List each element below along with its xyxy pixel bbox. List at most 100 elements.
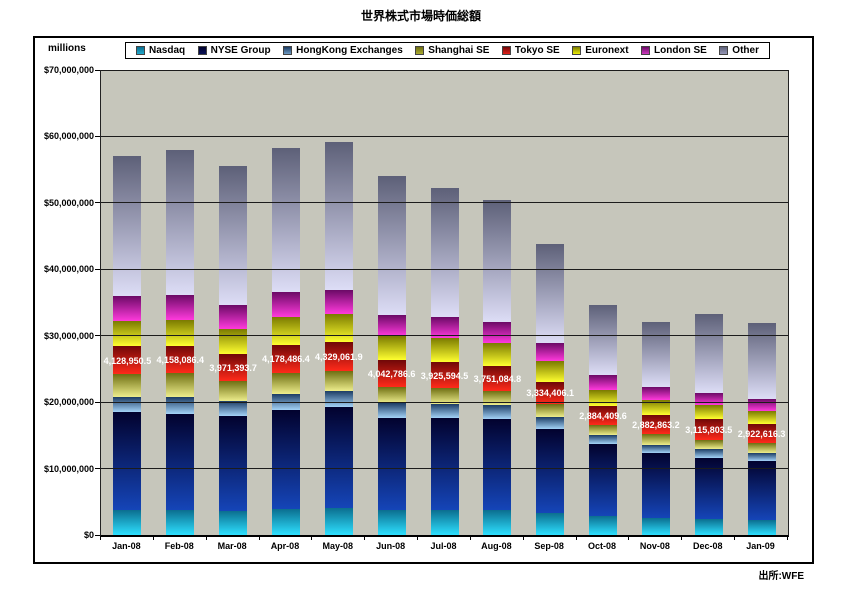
bar-segment-hongkong-exchanges xyxy=(747,453,776,462)
bar-segment-nasdaq xyxy=(271,509,300,535)
x-axis-tick-label: Jan-08 xyxy=(112,541,141,551)
y-axis-tick xyxy=(95,69,100,71)
bar-segment-nyse-group xyxy=(589,443,618,516)
legend-swatch-icon xyxy=(641,46,651,55)
x-axis-tick xyxy=(469,536,471,540)
x-axis-tick xyxy=(258,536,260,540)
legend-item-euronext: Euronext xyxy=(572,45,629,56)
bar-segment-nyse-group xyxy=(747,461,776,521)
bar-segment-nyse-group xyxy=(166,413,195,511)
bar-segment-nasdaq xyxy=(641,518,670,535)
bar-segment-shanghai-se xyxy=(113,373,142,397)
legend-label: Shanghai SE xyxy=(428,45,490,56)
legend-swatch-icon xyxy=(283,46,293,55)
x-axis-tick xyxy=(681,536,683,540)
bar-segment-tokyo-se xyxy=(166,345,195,374)
legend-swatch-icon xyxy=(136,46,145,55)
bar-segment-shanghai-se xyxy=(483,391,512,406)
bar-segment-other xyxy=(694,313,723,393)
legend-item-shanghai-se: Shanghai SE xyxy=(415,45,489,56)
gridline xyxy=(101,268,788,270)
x-axis-tick xyxy=(152,536,154,540)
bar-segment-other xyxy=(166,150,195,295)
bar-segment-euronext xyxy=(377,336,406,361)
bar-segment-other xyxy=(113,156,142,296)
bar-segment-nasdaq xyxy=(589,515,618,535)
bar-segment-nasdaq xyxy=(536,512,565,535)
legend-item-other: Other xyxy=(719,45,759,56)
bar-segment-euronext xyxy=(747,411,776,424)
bar-segment-nyse-group xyxy=(324,407,353,509)
y-axis-tick xyxy=(95,534,100,536)
bar-segment-euronext xyxy=(589,389,618,407)
bar-value-label: 3,115,803.5 xyxy=(685,424,733,435)
x-axis-tick-label: May-08 xyxy=(322,541,354,551)
y-axis-tick-label: $10,000,000 xyxy=(43,463,94,474)
bar-segment-euronext xyxy=(694,404,723,419)
bar-segment-euronext xyxy=(483,342,512,367)
bar-segment-hongkong-exchanges xyxy=(324,391,353,408)
legend-item-hongkong-exchanges: HongKong Exchanges xyxy=(283,45,403,56)
bar-value-label: 3,925,594.5 xyxy=(420,370,469,381)
bar-segment-tokyo-se xyxy=(747,423,776,444)
y-axis-tick xyxy=(95,268,100,270)
bar-segment-london-se xyxy=(324,289,353,315)
bar-value-label: 2,882,863.2 xyxy=(632,420,680,431)
bar-segment-shanghai-se xyxy=(324,371,353,392)
bar-segment-euronext xyxy=(219,328,248,355)
y-axis-unit-label: millions xyxy=(48,43,86,54)
bar-segment-nasdaq xyxy=(483,509,512,535)
bar-segment-tokyo-se xyxy=(430,362,459,389)
bar-segment-london-se xyxy=(271,292,300,318)
gridline xyxy=(101,69,788,71)
legend-item-london-se: London SE xyxy=(641,45,707,56)
bar-segment-nyse-group xyxy=(271,409,300,510)
bar-segment-other xyxy=(589,305,618,376)
x-axis-tick-label: Apr-08 xyxy=(270,541,300,551)
gridline xyxy=(101,401,788,403)
legend-item-nasdaq: Nasdaq xyxy=(136,45,185,56)
legend-swatch-icon xyxy=(197,46,207,55)
gridline xyxy=(101,202,788,204)
bar-segment-tokyo-se xyxy=(536,381,565,405)
bar-segment-nyse-group xyxy=(219,415,248,511)
bar-segment-hongkong-exchanges xyxy=(219,400,248,416)
bar-segment-euronext xyxy=(166,319,195,346)
bar-segment-hongkong-exchanges xyxy=(483,405,512,419)
x-axis-tick xyxy=(311,536,313,540)
x-axis-tick xyxy=(734,536,736,540)
bar-segment-nyse-group xyxy=(377,417,406,510)
bar-segment-other xyxy=(536,243,565,344)
bar-segment-euronext xyxy=(430,337,459,363)
bar-segment-shanghai-se xyxy=(219,380,248,401)
bar-segment-nasdaq xyxy=(113,509,142,535)
bar-segment-euronext xyxy=(113,320,142,347)
y-axis-tick-label: $0 xyxy=(83,530,94,540)
gridline xyxy=(101,335,788,337)
x-axis-tick-label: Oct-08 xyxy=(588,541,617,551)
y-axis-tick xyxy=(95,202,100,204)
bar-segment-shanghai-se xyxy=(589,425,618,436)
y-axis-tick xyxy=(95,135,100,137)
bar-segment-nasdaq xyxy=(694,519,723,535)
bar-segment-tokyo-se xyxy=(589,406,618,426)
bar-segment-nasdaq xyxy=(747,520,776,535)
x-axis-tick xyxy=(205,536,207,540)
legend-swatch-icon xyxy=(719,46,729,55)
bar-value-label: 4,128,950.5 xyxy=(103,355,152,366)
bar-value-label: 3,751,084.8 xyxy=(473,374,522,385)
bar-segment-euronext xyxy=(641,400,670,416)
legend-label: Nasdaq xyxy=(149,45,186,56)
bar-segment-other xyxy=(430,187,459,317)
bar-value-label: 3,334,406.1 xyxy=(526,388,574,399)
bar-segment-hongkong-exchanges xyxy=(430,404,459,419)
bar-segment-other xyxy=(377,175,406,315)
bar-segment-shanghai-se xyxy=(694,439,723,450)
x-axis-tick-label: Jan-09 xyxy=(746,541,775,551)
bar-value-label: 3,971,393.7 xyxy=(209,363,257,374)
legend-label: London SE xyxy=(654,45,707,56)
y-axis-tick xyxy=(95,335,100,337)
bar-segment-hongkong-exchanges xyxy=(589,435,618,444)
x-axis-tick-label: Jun-08 xyxy=(376,541,406,551)
bar-segment-nasdaq xyxy=(219,510,248,535)
